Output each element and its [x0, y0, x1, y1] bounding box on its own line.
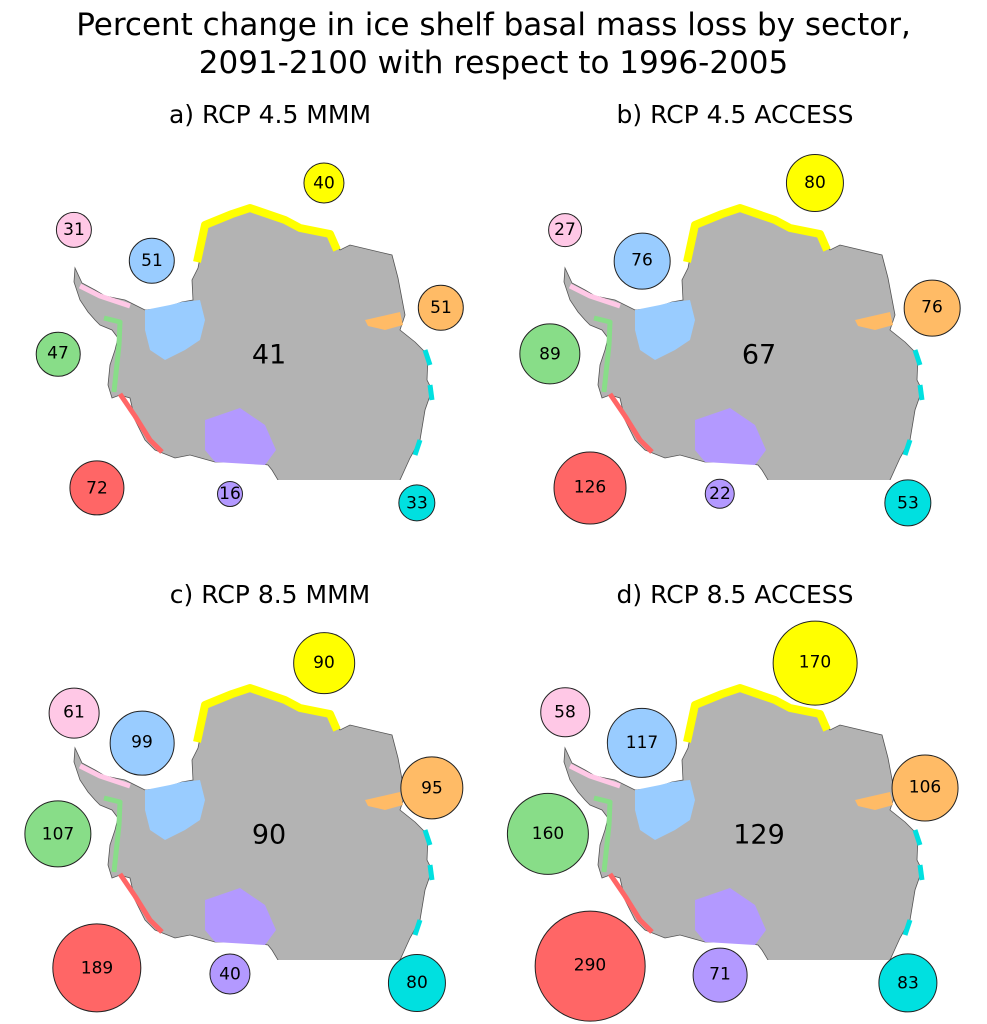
total-change-label: 41 — [251, 339, 287, 371]
ice-shelf-orange — [855, 792, 893, 810]
ice-shelf-blue — [145, 780, 205, 840]
total-change-label: 129 — [733, 819, 785, 851]
sector-bubble-purple: 16 — [217, 481, 243, 507]
panel-title: b) RCP 4.5 ACCESS — [616, 100, 854, 129]
sector-bubble-blue: 99 — [109, 710, 175, 776]
sector-bubble-pink: 31 — [55, 211, 93, 249]
ice-shelf-pink — [78, 763, 131, 789]
ice-shelf-orange — [855, 312, 893, 330]
total-change-label: 67 — [741, 339, 777, 371]
sector-bubble-pink: 27 — [548, 213, 582, 247]
sector-bubble-orange: 76 — [903, 279, 961, 337]
antarctica-map — [73, 684, 435, 960]
ice-shelf-purple — [695, 408, 766, 465]
sector-bubble-orange: 106 — [891, 754, 959, 822]
ice-shelf-green — [103, 315, 123, 393]
antarctica-map — [73, 204, 435, 480]
sector-bubble-pink: 58 — [540, 687, 590, 737]
ice-shelf-cyan — [422, 349, 433, 366]
sector-bubble-cyan: 33 — [398, 484, 436, 522]
ice-shelf-cyan — [917, 384, 925, 401]
antarctica-map — [563, 684, 925, 960]
ice-shelf-green — [103, 795, 123, 873]
sector-bubble-blue: 51 — [128, 237, 176, 285]
sector-bubble-cyan: 80 — [387, 953, 447, 1013]
ice-shelf-yellow — [683, 684, 831, 743]
sector-bubble-red: 189 — [52, 923, 142, 1013]
sector-bubble-cyan: 83 — [878, 953, 938, 1013]
sector-bubble-orange: 51 — [417, 284, 465, 332]
map-panel-d: d) RCP 8.5 ACCESS — [490, 480, 980, 960]
ice-shelf-purple — [205, 408, 276, 465]
ice-shelf-cyan — [412, 919, 423, 936]
ice-shelf-cyan — [917, 864, 925, 881]
ice-shelf-pink — [568, 763, 621, 789]
ice-shelf-cyan — [412, 439, 423, 456]
ice-shelf-orange — [365, 792, 403, 810]
sector-bubble-blue: 76 — [613, 232, 671, 290]
panel-title: d) RCP 8.5 ACCESS — [616, 580, 854, 609]
ice-shelf-red — [607, 872, 654, 934]
ice-shelf-blue — [635, 780, 695, 840]
sector-bubble-pink: 61 — [48, 687, 100, 739]
map-panel-c: c) RCP 8.5 MMM — [0, 480, 490, 960]
sector-bubble-yellow: 170 — [772, 620, 858, 706]
sector-bubble-yellow: 80 — [785, 153, 845, 213]
sector-bubble-green: 47 — [35, 331, 81, 377]
ice-shelf-cyan — [912, 829, 923, 846]
sector-bubble-purple: 71 — [692, 947, 748, 1003]
sector-bubble-red: 290 — [534, 910, 646, 1022]
ice-shelf-cyan — [912, 349, 923, 366]
ice-shelf-cyan — [902, 439, 913, 456]
ice-shelf-green — [593, 315, 613, 393]
ice-shelf-blue — [145, 300, 205, 360]
ice-shelf-cyan — [422, 829, 433, 846]
sector-bubble-yellow: 90 — [293, 632, 355, 694]
ice-shelf-cyan — [902, 919, 913, 936]
ice-shelf-orange — [365, 312, 403, 330]
sector-bubble-red: 72 — [69, 460, 125, 516]
sector-bubble-cyan: 53 — [884, 479, 932, 527]
sector-bubble-yellow: 40 — [303, 162, 345, 204]
ice-shelf-red — [607, 392, 654, 454]
figure-title-line-1: Percent change in ice shelf basal mass l… — [76, 7, 911, 43]
ice-shelf-green — [593, 795, 613, 873]
ice-shelf-red — [117, 872, 164, 934]
sector-bubble-orange: 95 — [400, 756, 464, 820]
ice-shelf-purple — [695, 888, 766, 945]
figure-title-line-2: 2091-2100 with respect to 1996-2005 — [198, 45, 789, 81]
ice-shelf-pink — [568, 283, 621, 309]
sector-bubble-green: 160 — [506, 792, 590, 876]
ice-shelf-purple — [205, 888, 276, 945]
ice-shelf-yellow — [193, 684, 341, 743]
total-change-label: 90 — [251, 819, 287, 851]
panel-title: c) RCP 8.5 MMM — [169, 580, 371, 609]
ice-shelf-pink — [78, 283, 131, 309]
map-panel-b: b) RCP 4.5 ACCESS — [490, 0, 980, 480]
ice-shelf-yellow — [683, 204, 831, 263]
ice-shelf-cyan — [427, 384, 435, 401]
sector-bubble-green: 107 — [24, 800, 92, 868]
antarctica-map — [563, 204, 925, 480]
panel-title: a) RCP 4.5 MMM — [168, 100, 372, 129]
sector-bubble-purple: 40 — [209, 953, 251, 995]
ice-shelf-yellow — [193, 204, 341, 263]
ice-shelf-red — [117, 392, 164, 454]
ice-shelf-cyan — [427, 864, 435, 881]
sector-bubble-green: 89 — [519, 323, 581, 385]
ice-shelf-blue — [635, 300, 695, 360]
map-panel-a: a) RCP 4.5 MMM — [0, 0, 490, 480]
sector-bubble-purple: 22 — [704, 478, 736, 510]
sector-bubble-red: 126 — [553, 451, 627, 525]
sector-bubble-blue: 117 — [606, 707, 678, 779]
